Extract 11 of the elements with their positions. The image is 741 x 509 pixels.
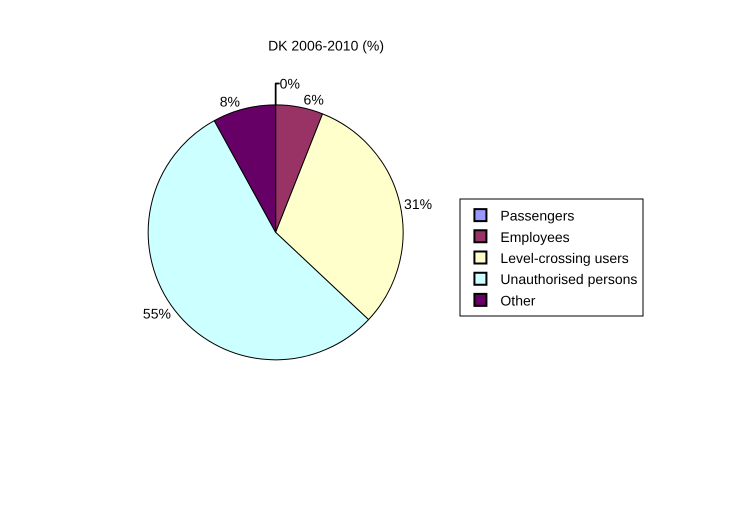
data-label: 55% — [142, 305, 171, 322]
legend-label: Employees — [500, 228, 570, 245]
legend-label: Level-crossing users — [500, 250, 629, 266]
data-label: 31% — [404, 196, 432, 212]
chart-title: DK 2006-2010 (%) — [268, 38, 384, 54]
legend-label: Unauthorised persons — [500, 271, 638, 288]
text: 0% — [280, 75, 300, 92]
data-label: 8% — [220, 93, 240, 110]
data-label: 6% — [304, 91, 324, 108]
legend-label: Passengers — [500, 208, 574, 224]
legend-label: Other — [500, 292, 536, 308]
